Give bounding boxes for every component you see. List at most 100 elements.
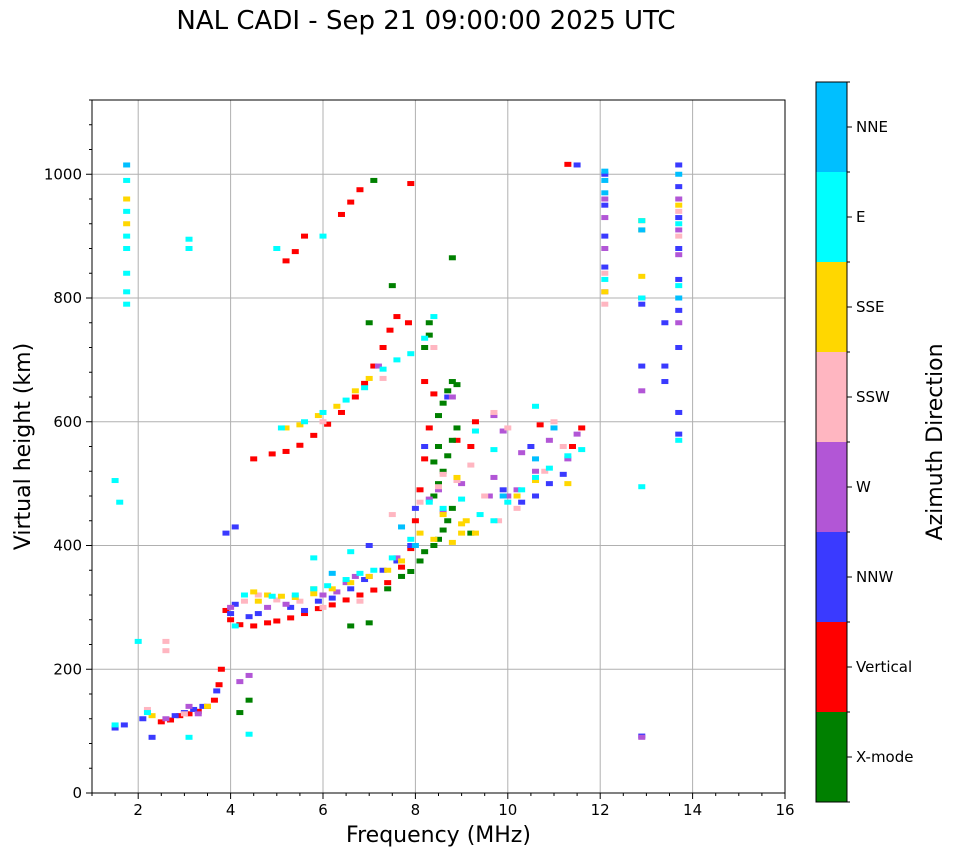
data-point — [453, 474, 461, 480]
data-point — [675, 202, 683, 208]
data-point — [638, 227, 646, 233]
data-point — [176, 713, 184, 719]
data-point — [661, 363, 669, 369]
data-point — [425, 499, 433, 505]
data-point — [675, 196, 683, 202]
data-point — [148, 734, 156, 740]
data-point — [532, 478, 540, 484]
data-point — [319, 409, 327, 415]
colorbar-segment — [816, 712, 847, 802]
data-point — [407, 536, 415, 542]
data-point — [407, 351, 415, 357]
data-point — [430, 345, 438, 350]
x-tick-label: 2 — [133, 801, 143, 819]
data-point — [675, 171, 683, 177]
data-point — [347, 199, 355, 205]
data-point — [231, 601, 239, 607]
data-point — [374, 363, 382, 369]
colorbar-label: Azimuth Direction — [923, 343, 948, 540]
data-point — [638, 734, 646, 740]
data-point — [675, 437, 683, 443]
data-point — [333, 403, 341, 409]
data-point — [435, 484, 442, 490]
data-point — [384, 580, 392, 586]
data-point — [167, 717, 175, 723]
data-point — [301, 233, 309, 239]
data-point — [296, 442, 304, 448]
data-point — [444, 388, 452, 394]
data-point — [638, 388, 646, 394]
data-point — [661, 320, 669, 326]
data-point — [310, 432, 318, 438]
data-point — [458, 496, 466, 502]
series-x-mode — [236, 177, 475, 716]
data-point — [384, 586, 392, 592]
data-point — [365, 375, 373, 381]
data-point — [342, 597, 350, 603]
data-point — [675, 283, 683, 289]
data-point — [273, 246, 281, 251]
data-point — [282, 425, 290, 431]
data-point — [568, 444, 576, 449]
data-point — [435, 487, 442, 493]
data-point — [490, 518, 498, 524]
data-point — [411, 543, 419, 548]
data-point — [439, 508, 447, 514]
data-point — [365, 573, 373, 579]
data-point — [550, 425, 558, 431]
data-point — [347, 586, 355, 592]
data-point — [134, 638, 142, 644]
data-point — [601, 289, 609, 295]
data-point — [388, 283, 396, 289]
data-point — [370, 587, 378, 593]
data-point — [425, 320, 433, 326]
data-point — [444, 394, 452, 400]
data-point — [638, 363, 646, 369]
data-point — [347, 623, 355, 629]
data-point — [111, 478, 119, 484]
data-point — [227, 617, 235, 623]
data-point — [123, 246, 131, 251]
data-point — [361, 385, 369, 391]
data-point — [310, 586, 318, 592]
data-point — [601, 190, 609, 196]
data-point — [231, 524, 239, 530]
data-point — [675, 307, 683, 313]
data-point — [421, 456, 429, 462]
data-point — [485, 493, 493, 499]
data-point — [448, 505, 456, 511]
x-tick-label: 8 — [411, 801, 421, 819]
data-point — [444, 453, 452, 459]
chart-title: NAL CADI - Sep 21 09:00:00 2025 UTC — [176, 6, 676, 36]
data-point — [215, 682, 223, 688]
data-point — [435, 444, 442, 449]
data-point — [370, 363, 378, 369]
data-point — [471, 419, 479, 425]
data-point — [448, 394, 456, 400]
data-point — [638, 484, 646, 490]
data-point — [328, 570, 336, 576]
data-point — [490, 474, 498, 480]
data-point — [430, 391, 438, 397]
data-point — [365, 320, 373, 326]
data-point — [236, 710, 244, 716]
data-point — [139, 716, 147, 722]
data-point — [236, 679, 244, 685]
colorbar-tick-label: Vertical — [856, 658, 912, 676]
data-point — [254, 611, 262, 617]
data-point — [453, 478, 461, 484]
data-point — [123, 208, 131, 214]
data-point — [370, 567, 378, 573]
colorbar-tick-label: SSW — [856, 388, 890, 406]
data-point — [347, 549, 355, 555]
data-point — [675, 431, 683, 437]
colorbar-segment — [816, 172, 847, 262]
data-point — [314, 413, 322, 419]
data-point — [319, 233, 327, 239]
data-point — [675, 252, 683, 258]
data-point — [123, 221, 131, 227]
colorbar-segment — [816, 352, 847, 442]
data-point — [499, 487, 507, 493]
data-point — [407, 546, 415, 552]
data-point — [254, 592, 262, 598]
